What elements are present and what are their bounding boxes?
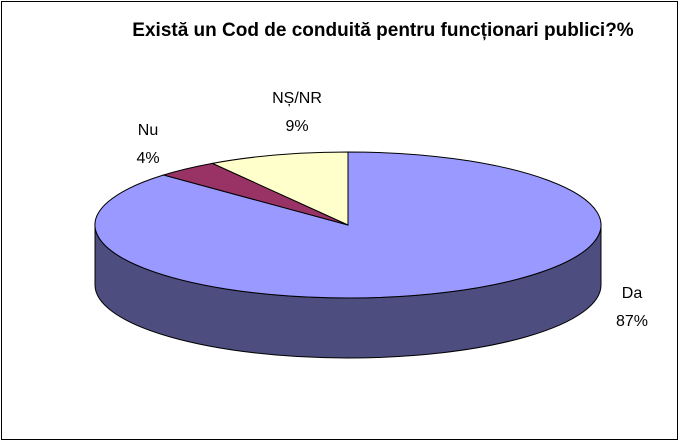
slice-label: Nu: [138, 122, 158, 139]
slice-value-label: 9%: [285, 118, 308, 135]
chart-title: Există un Cod de conduită pentru funcțio…: [132, 20, 634, 41]
slice-value-label: 4%: [136, 150, 159, 167]
slice-value-label: 87%: [616, 313, 648, 330]
slice-label: Da: [622, 285, 643, 302]
pie-slice: [210, 151, 349, 226]
slice-label: NȘ/NR: [272, 90, 322, 107]
